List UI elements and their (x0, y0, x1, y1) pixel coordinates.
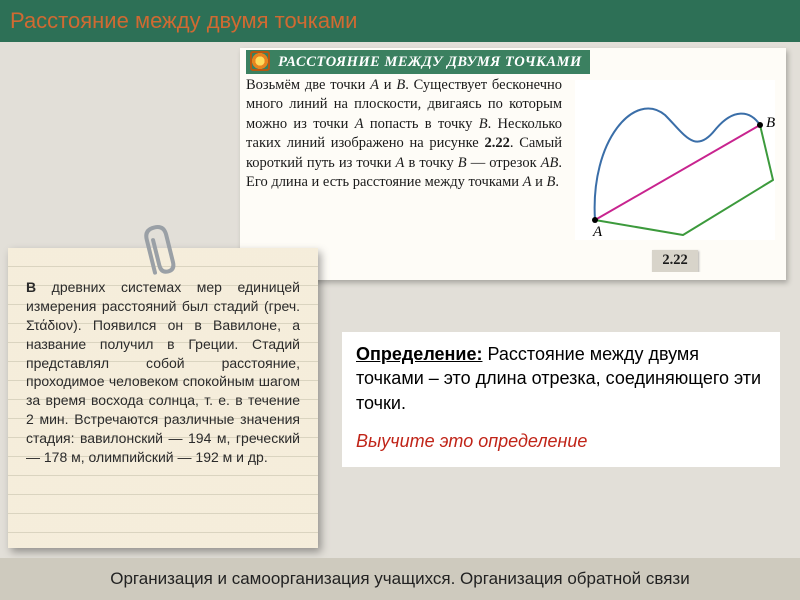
footer-text: Организация и самоорганизация учащихся. … (110, 569, 689, 589)
svg-text:B: B (766, 115, 775, 131)
figure-2-22: AB 2.22 (570, 80, 780, 272)
content-area: РАССТОЯНИЕ МЕЖДУ ДВУМЯ ТОЧКАМИ AB 2.22 В… (0, 42, 800, 558)
paperclip-icon (132, 224, 178, 280)
header-bar: Расстояние между двумя точками (0, 0, 800, 42)
page-title: Расстояние между двумя точками (10, 8, 357, 34)
definition-title: Определение: (356, 344, 482, 364)
history-body: В древних системах мер единицей измерени… (26, 278, 300, 467)
textbook-excerpt: РАССТОЯНИЕ МЕЖДУ ДВУМЯ ТОЧКАМИ AB 2.22 В… (240, 48, 786, 280)
footer-bar: Организация и самоорганизация учащихся. … (0, 558, 800, 600)
figure-svg: AB (575, 80, 775, 240)
section-heading-text: РАССТОЯНИЕ МЕЖДУ ДВУМЯ ТОЧКАМИ (278, 54, 582, 70)
history-sidebar-note: В древних системах мер единицей измерени… (8, 248, 318, 548)
definition-box: Определение: Расстояние между двумя точк… (342, 332, 780, 467)
section-heading: РАССТОЯНИЕ МЕЖДУ ДВУМЯ ТОЧКАМИ (246, 50, 590, 74)
figure-label: 2.22 (652, 250, 697, 272)
sun-icon (250, 51, 270, 71)
definition-learn: Выучите это определение (356, 429, 766, 453)
svg-text:A: A (592, 224, 603, 240)
